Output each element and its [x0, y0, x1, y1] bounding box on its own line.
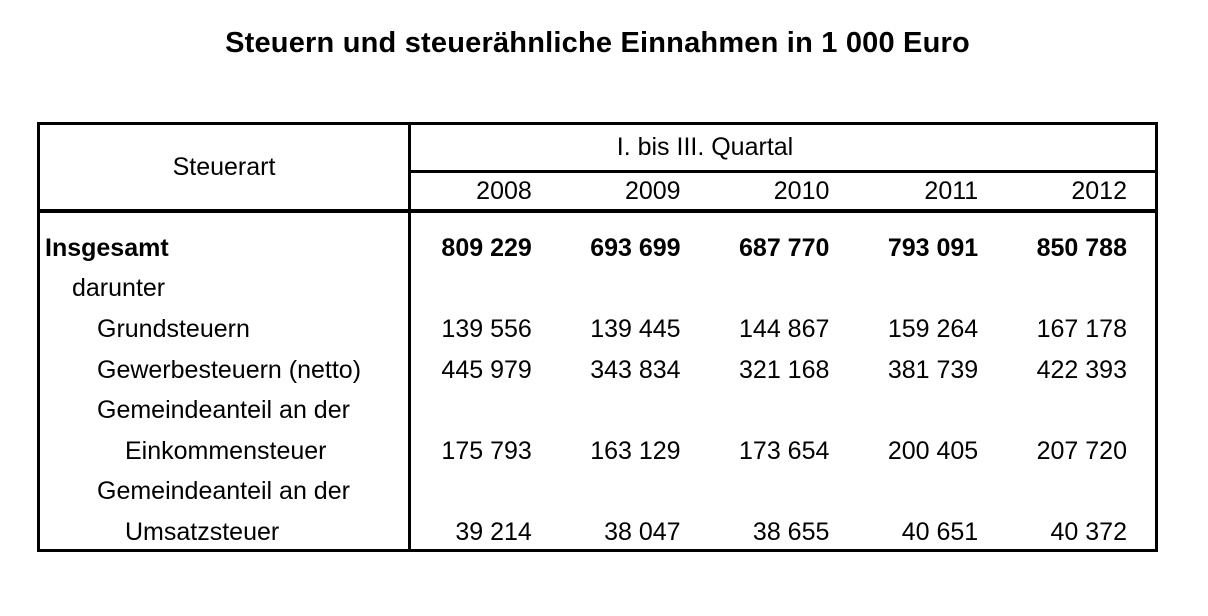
quartal-underline [411, 170, 1155, 173]
value-cell: 173 654 [739, 436, 830, 465]
value-cell: 40 651 [901, 517, 979, 546]
value-cell: 200 405 [887, 436, 979, 465]
table-row: Grundsteuern 139 556 139 445 144 867 159 264… [40, 309, 1155, 350]
value-cell: 38 655 [752, 517, 830, 546]
table-row: Gemeindeanteil an der [40, 472, 1155, 513]
table-row: Gewerbesteuern (netto) 445 979 343 834 321 … [40, 350, 1155, 391]
value-cell: 207 720 [1036, 436, 1127, 465]
table-body: Insgesamt 809 229 693 699 687 770 793 091 850… [40, 213, 1155, 549]
row-label: Einkommensteuer [125, 436, 327, 465]
column-group-header-quartal: I. bis III. Quartal [616, 133, 794, 161]
row-label: Gemeindeanteil an der [97, 396, 350, 425]
table-row: Umsatzsteuer 39 214 38 047 38 655 40 651 40 3… [40, 512, 1155, 553]
value-cell: 144 867 [739, 314, 830, 343]
row-label: Umsatzsteuer [125, 517, 280, 546]
table-row: Einkommensteuer 175 793 163 129 173 654 200 … [40, 431, 1155, 472]
year-header: 2011 [924, 177, 979, 205]
row-label: Insgesamt [45, 233, 169, 262]
tax-revenue-table: Steuerart I. bis III. Quartal 2008 2009 20… [37, 122, 1158, 552]
value-cell: 163 129 [590, 436, 681, 465]
table-row: darunter [40, 269, 1155, 310]
years-row: 2008 2009 2010 2011 2012 [411, 173, 1155, 209]
value-cell: 139 556 [441, 314, 532, 343]
value-cell: 693 699 [590, 233, 681, 262]
value-cell: 809 229 [441, 233, 532, 262]
year-header: 2010 [773, 177, 830, 205]
value-cell: 139 445 [590, 314, 681, 343]
column-divider-line [408, 125, 411, 549]
row-label: Gemeindeanteil an der [97, 477, 350, 506]
row-label: darunter [72, 274, 166, 303]
value-cell: 38 047 [604, 517, 681, 546]
year-header: 2012 [1071, 177, 1127, 205]
value-cell: 343 834 [590, 355, 681, 384]
value-cell: 445 979 [441, 355, 532, 384]
column-header-steuerart: Steuerart [172, 152, 276, 181]
value-cell: 167 178 [1036, 314, 1127, 343]
table-row: Insgesamt 809 229 693 699 687 770 793 091 850… [40, 228, 1155, 269]
table-row: Gemeindeanteil an der [40, 390, 1155, 431]
value-cell: 687 770 [739, 233, 830, 262]
value-cell: 422 393 [1036, 355, 1127, 384]
value-cell: 321 168 [739, 355, 830, 384]
value-cell: 381 739 [887, 355, 979, 384]
row-label: Gewerbesteuern (netto) [97, 355, 362, 384]
year-header: 2009 [624, 177, 681, 205]
year-header: 2008 [476, 177, 532, 205]
page-title: Steuern und steuerähnliche Einnahmen in … [225, 27, 970, 59]
row-label: Grundsteuern [97, 314, 250, 343]
value-cell: 175 793 [441, 436, 532, 465]
value-cell: 793 091 [887, 233, 979, 262]
value-cell: 850 788 [1036, 233, 1127, 262]
value-cell: 39 214 [455, 517, 532, 546]
header-divider-line [40, 209, 1155, 213]
value-cell: 159 264 [887, 314, 979, 343]
value-cell: 40 372 [1050, 517, 1127, 546]
